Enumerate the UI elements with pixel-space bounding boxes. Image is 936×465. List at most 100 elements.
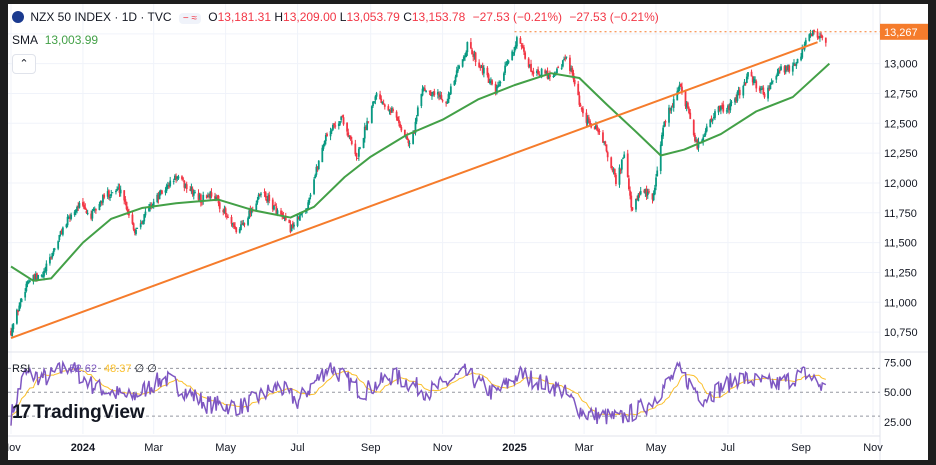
chart-controls-pill[interactable]: − ≈ bbox=[178, 13, 201, 24]
rsi-legend[interactable]: RSI 52.62 48.37 ∅ ∅ bbox=[12, 362, 157, 375]
low-value: 13,053.79 bbox=[346, 10, 400, 24]
price-tick-label: 12,750 bbox=[884, 88, 918, 100]
candle-body bbox=[164, 190, 167, 193]
candle-body bbox=[43, 270, 45, 277]
candle-body bbox=[431, 95, 433, 97]
candle-body bbox=[202, 194, 205, 201]
candle-body bbox=[257, 194, 260, 200]
candle-body bbox=[191, 188, 194, 195]
candle-body bbox=[579, 104, 582, 107]
candle-body bbox=[65, 224, 68, 228]
candle-body bbox=[768, 88, 771, 90]
candle-body bbox=[413, 132, 416, 134]
candle-body bbox=[241, 223, 244, 225]
candle-body bbox=[70, 214, 73, 219]
candle-body bbox=[143, 214, 146, 222]
candle-body bbox=[507, 61, 510, 63]
candle-body bbox=[392, 109, 394, 111]
price-tick-label: 11,000 bbox=[884, 297, 917, 309]
candle-body bbox=[415, 117, 418, 122]
candle-body bbox=[73, 211, 76, 216]
candle-body bbox=[795, 62, 798, 66]
candle-body bbox=[366, 121, 369, 130]
tradingview-logo[interactable]: 17 TradingView bbox=[12, 402, 145, 424]
candle-body bbox=[436, 91, 439, 95]
candle-body bbox=[644, 188, 647, 194]
rsi-tick-label: 50.00 bbox=[884, 387, 912, 399]
rsi-tick-label: 25.00 bbox=[884, 417, 912, 429]
candle-body bbox=[93, 208, 96, 211]
candle-body bbox=[602, 132, 604, 143]
sma-value: 13,003.99 bbox=[44, 33, 99, 47]
candle-body bbox=[771, 80, 774, 82]
candle-body bbox=[544, 70, 547, 74]
candle-body bbox=[340, 116, 343, 120]
candle-body bbox=[156, 194, 159, 202]
candle-body bbox=[24, 291, 27, 298]
candle-body bbox=[207, 195, 209, 198]
candle-body bbox=[620, 159, 623, 170]
candle-body bbox=[598, 130, 601, 133]
candle-body bbox=[561, 60, 564, 67]
candle-body bbox=[770, 81, 773, 84]
chart-canvas[interactable]: 10,750 11,000 11,250 11,500 11,750 12,000 12,2… bbox=[8, 4, 928, 460]
candle-body bbox=[678, 84, 681, 90]
candle-body bbox=[192, 193, 195, 196]
candle-body bbox=[26, 281, 29, 285]
candle-body bbox=[169, 180, 172, 187]
candle-body bbox=[679, 83, 682, 87]
candle-body bbox=[119, 189, 122, 194]
candle-body bbox=[737, 89, 740, 94]
candle-body bbox=[440, 95, 443, 99]
candle-body bbox=[313, 179, 315, 194]
candle-body bbox=[512, 52, 515, 54]
candle-body bbox=[396, 117, 399, 121]
candle-body bbox=[222, 210, 225, 213]
rsi-value-2: 48.37 bbox=[104, 363, 132, 375]
candle-body bbox=[432, 92, 435, 95]
candle-body bbox=[448, 92, 451, 95]
candle-body bbox=[100, 202, 103, 204]
candle-body bbox=[102, 194, 104, 203]
candle-body bbox=[775, 76, 778, 80]
candle-body bbox=[573, 79, 576, 85]
candle-body bbox=[329, 131, 332, 137]
candle-body bbox=[670, 107, 673, 111]
candle-body bbox=[224, 208, 227, 215]
candle-body bbox=[321, 147, 324, 163]
candle-body bbox=[580, 107, 583, 110]
candle-body bbox=[587, 117, 590, 120]
candle-body bbox=[359, 147, 361, 149]
candle-body bbox=[585, 112, 588, 123]
candle-body bbox=[314, 175, 317, 179]
candle-body bbox=[469, 42, 472, 49]
candle-body bbox=[40, 275, 43, 277]
candle-body bbox=[552, 75, 555, 77]
candle-body bbox=[263, 192, 266, 194]
candle-body bbox=[704, 131, 707, 135]
time-tick-label: 2025 bbox=[502, 442, 526, 454]
candle-body bbox=[182, 178, 185, 180]
symbol-title[interactable]: NZX 50 INDEX · 1D · TVC bbox=[30, 10, 172, 24]
candle-body bbox=[133, 229, 136, 233]
candle-body bbox=[74, 209, 77, 213]
sma-legend[interactable]: SMA 13,003.99 bbox=[12, 33, 98, 47]
candle-body bbox=[721, 105, 723, 107]
candle-body bbox=[190, 187, 193, 192]
candle-body bbox=[457, 68, 459, 72]
rsi-value-1: 52.62 bbox=[69, 363, 97, 375]
candle-body bbox=[495, 87, 498, 94]
candle-body bbox=[110, 193, 113, 196]
candle-body bbox=[694, 134, 696, 142]
candle-body bbox=[49, 257, 51, 264]
collapse-legend-button[interactable]: ⌃ bbox=[12, 54, 36, 74]
candle-body bbox=[297, 216, 300, 220]
candle-body bbox=[406, 136, 409, 140]
candle-body bbox=[184, 183, 187, 189]
candle-body bbox=[612, 169, 615, 171]
candle-body bbox=[490, 80, 492, 83]
candle-body bbox=[403, 129, 406, 137]
candle-body bbox=[19, 301, 22, 307]
candle-body bbox=[53, 248, 56, 250]
candle-body bbox=[356, 157, 359, 159]
